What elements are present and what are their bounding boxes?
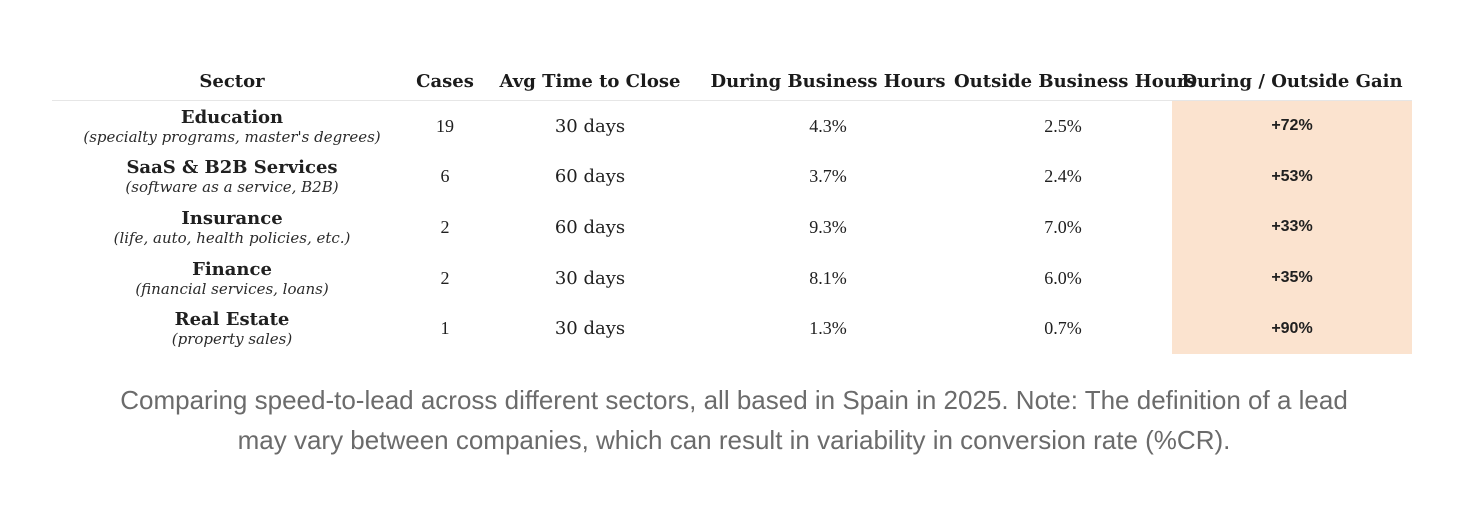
gain-cell: +72% — [1172, 100, 1412, 152]
header-cases: Cases — [412, 62, 478, 101]
table-row: SaaS & B2B Services (software as a servi… — [52, 151, 1412, 203]
gain-cell: +35% — [1172, 252, 1412, 304]
sector-cell: SaaS & B2B Services (software as a servi… — [52, 152, 412, 203]
table-header-row: Sector Cases Avg Time to Close During Bu… — [52, 62, 1412, 101]
header-gain: During / Outside Gain — [1172, 62, 1412, 101]
sector-description: (specialty programs, master's degrees) — [83, 127, 381, 146]
during-cell: 3.7% — [809, 166, 847, 187]
table-row: Finance (financial services, loans) 2 30… — [52, 252, 1412, 304]
table-row: Insurance (life, auto, health policies, … — [52, 202, 1412, 253]
sector-description: (property sales) — [171, 330, 293, 349]
sector-description: (financial services, loans) — [135, 279, 329, 298]
during-cell: 9.3% — [809, 216, 847, 237]
cases-cell: 19 — [436, 115, 454, 136]
sector-comparison-table: Sector Cases Avg Time to Close During Bu… — [52, 62, 1412, 354]
caption-line-2: may vary between companies, which can re… — [237, 425, 1231, 455]
sector-name: Insurance — [181, 207, 283, 229]
sector-name: Real Estate — [174, 309, 290, 331]
during-cell: 8.1% — [809, 267, 847, 288]
header-avg-time: Avg Time to Close — [478, 62, 702, 101]
sector-name: Education — [180, 106, 284, 128]
caption-line-1: Comparing speed-to-lead across different… — [120, 385, 1348, 415]
gain-cell: +90% — [1172, 303, 1412, 354]
sector-description: (software as a service, B2B) — [125, 178, 339, 197]
gain-cell: +53% — [1172, 151, 1412, 203]
outside-cell: 2.4% — [1044, 166, 1082, 187]
outside-cell: 7.0% — [1044, 216, 1082, 237]
sector-name: Finance — [192, 258, 272, 280]
sector-cell: Finance (financial services, loans) — [52, 253, 412, 304]
avg-time-cell: 60 days — [554, 216, 626, 238]
table-row: Real Estate (property sales) 1 30 days 1… — [52, 303, 1412, 354]
sector-cell: Real Estate (property sales) — [52, 303, 412, 354]
sector-cell: Education (specialty programs, master's … — [52, 101, 412, 152]
outside-cell: 2.5% — [1044, 115, 1082, 136]
avg-time-cell: 30 days — [554, 318, 626, 340]
gain-cell: +33% — [1172, 202, 1412, 253]
header-outside-business-hours: Outside Business Hours — [954, 62, 1196, 101]
table-row: Education (specialty programs, master's … — [52, 100, 1412, 152]
outside-cell: 0.7% — [1044, 318, 1082, 339]
during-cell: 1.3% — [809, 318, 847, 339]
cases-cell: 2 — [440, 216, 450, 237]
sector-name: SaaS & B2B Services — [126, 157, 338, 179]
cases-cell: 1 — [440, 318, 450, 339]
sector-description: (life, auto, health policies, etc.) — [113, 228, 351, 247]
cases-cell: 2 — [440, 267, 450, 288]
header-during-business-hours: During Business Hours — [702, 62, 954, 101]
avg-time-cell: 30 days — [554, 115, 626, 137]
cases-cell: 6 — [440, 166, 450, 187]
sector-cell: Insurance (life, auto, health policies, … — [52, 202, 412, 253]
header-sector: Sector — [52, 62, 412, 101]
avg-time-cell: 30 days — [554, 267, 626, 289]
avg-time-cell: 60 days — [554, 166, 626, 188]
outside-cell: 6.0% — [1044, 267, 1082, 288]
sector-comparison-table-wrapper: Sector Cases Avg Time to Close During Bu… — [52, 62, 1412, 354]
figure-caption: Comparing speed-to-lead across different… — [0, 380, 1468, 460]
during-cell: 4.3% — [809, 115, 847, 136]
